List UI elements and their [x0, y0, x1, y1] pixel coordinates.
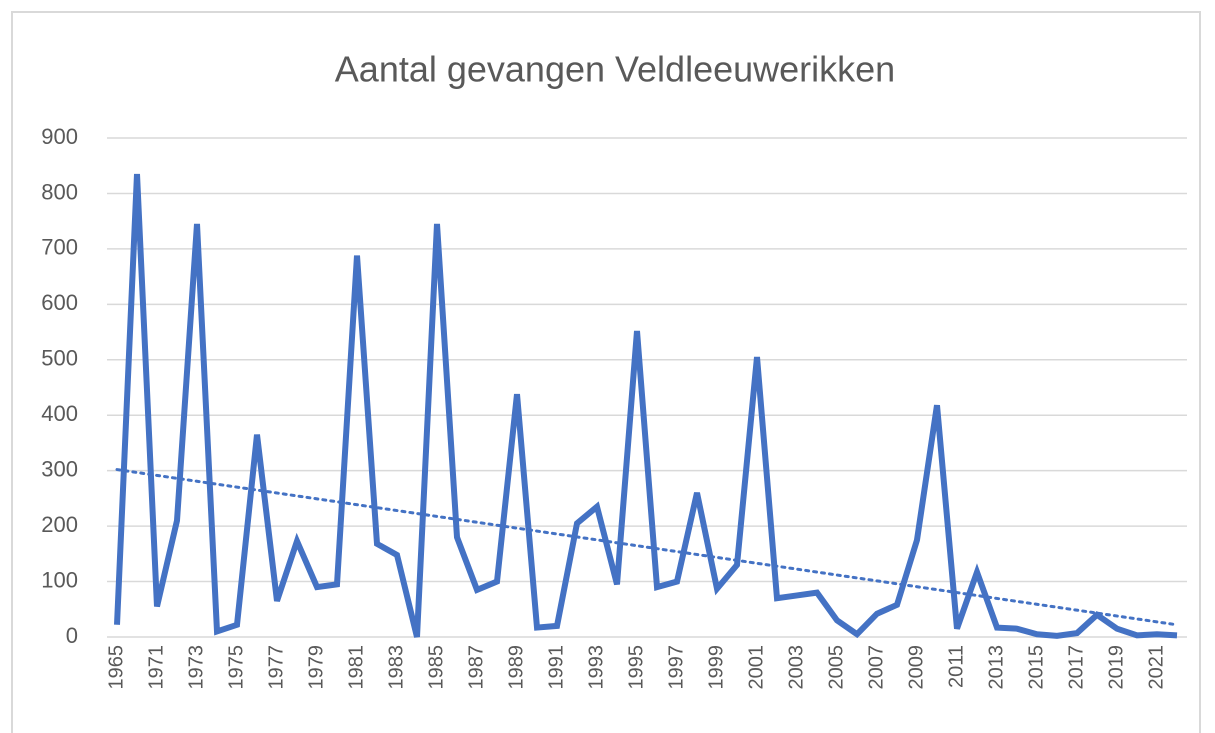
x-tick-label: 1965	[105, 645, 127, 690]
y-tick-label: 100	[41, 567, 78, 592]
x-tick-label: 1975	[225, 645, 247, 690]
y-tick-label: 300	[41, 456, 78, 481]
x-tick-label: 1999	[705, 645, 727, 690]
x-tick-label: 2009	[905, 645, 927, 690]
y-tick-label: 0	[66, 623, 78, 648]
x-tick-label: 1987	[465, 645, 487, 690]
chart-title: Aantal gevangen Veldleeuwerikken	[335, 49, 895, 90]
x-tick-label: 1995	[625, 645, 647, 690]
x-tick-label: 2019	[1105, 645, 1127, 690]
x-tick-label: 1985	[425, 645, 447, 690]
x-tick-label: 2021	[1145, 645, 1167, 690]
chart-border	[11, 11, 1201, 733]
x-tick-label: 2013	[985, 645, 1007, 690]
y-tick-label: 900	[41, 124, 78, 149]
x-tick-label: 1997	[665, 645, 687, 690]
y-tick-label: 200	[41, 512, 78, 537]
x-tick-label: 1983	[385, 645, 407, 690]
y-tick-label: 400	[41, 401, 78, 426]
x-tick-label: 1993	[585, 645, 607, 690]
x-tick-label: 1971	[145, 645, 167, 690]
x-tick-label: 1973	[185, 645, 207, 690]
x-tick-label: 2001	[745, 645, 767, 690]
y-tick-label: 800	[41, 179, 78, 204]
y-tick-label: 500	[41, 346, 78, 371]
x-tick-label: 1981	[345, 645, 367, 690]
data-line	[114, 173, 1178, 639]
x-tick-label: 2003	[785, 645, 807, 690]
x-tick-label: 1977	[265, 645, 287, 690]
x-tick-label: 2011	[945, 645, 967, 688]
x-tick-label: 2017	[1065, 645, 1087, 690]
x-tick-label: 1979	[305, 645, 327, 690]
x-tick-label: 1991	[545, 645, 567, 690]
x-tick-label: 2007	[865, 645, 887, 690]
y-tick-label: 600	[41, 290, 78, 315]
x-tick-label: 2015	[1025, 645, 1047, 690]
x-tick-label: 2005	[825, 645, 847, 690]
x-tick-label: 1989	[505, 645, 527, 690]
y-tick-label: 700	[41, 235, 78, 260]
trendline	[115, 468, 1179, 627]
